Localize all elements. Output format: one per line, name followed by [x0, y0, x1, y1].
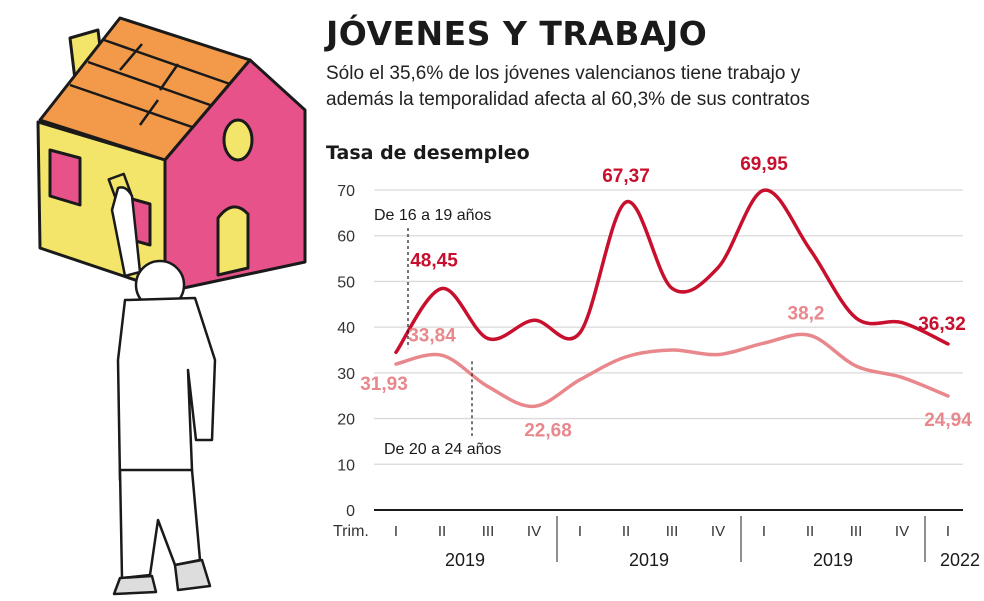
series-name-background [380, 436, 532, 460]
data-label: 22,68 [524, 420, 572, 441]
y-tick-label: 30 [337, 366, 355, 383]
x-tick-label: III [850, 523, 863, 540]
y-tick-label: 60 [337, 229, 355, 246]
data-label: 67,37 [602, 166, 650, 187]
page-title: JÓVENES Y TRABAJO [326, 14, 708, 53]
y-tick-label: 70 [337, 183, 355, 200]
x-tick-label: IV [527, 523, 541, 540]
year-label: 2019 [813, 550, 853, 570]
year-label: 2019 [629, 550, 669, 570]
series-line-20-24 [394, 332, 950, 409]
x-tick-label: III [666, 523, 679, 540]
subtitle-line-1: Sólo el 35,6% de los jóvenes valencianos… [326, 63, 801, 84]
data-label: 24,94 [924, 410, 972, 431]
x-axis-prefix: Trim. [333, 523, 369, 540]
y-tick-label: 10 [337, 457, 355, 474]
x-tick-label: III [482, 523, 495, 540]
x-tick-label: IV [895, 523, 909, 540]
x-tick-label: I [394, 523, 398, 540]
x-tick-label: II [622, 523, 630, 540]
x-tick-label: I [762, 523, 766, 540]
series-name-16-19: De 16 a 19 años [374, 207, 491, 224]
subtitle-line-2: además la temporalidad afecta al 60,3% d… [326, 89, 810, 110]
data-label: 69,95 [740, 154, 788, 175]
y-tick-label: 50 [337, 274, 355, 291]
x-tick-label: I [578, 523, 582, 540]
data-label: 48,45 [410, 251, 458, 272]
y-tick-label: 20 [337, 412, 355, 429]
data-label: 33,84 [408, 325, 456, 346]
house-painter-illustration [36, 16, 307, 596]
chart-heading: Tasa de desempleo [326, 142, 530, 164]
y-tick-label: 0 [346, 503, 355, 520]
data-label: 36,32 [918, 314, 966, 335]
data-label: 31,93 [360, 374, 408, 395]
x-tick-label: I [946, 523, 950, 540]
y-tick-label: 40 [337, 320, 355, 337]
series-name-background [370, 202, 518, 226]
year-label: 2019 [445, 550, 485, 570]
series-line-16-19 [394, 188, 950, 355]
x-tick-label: IV [711, 523, 725, 540]
x-tick-label: II [806, 523, 814, 540]
x-tick-label: II [438, 523, 446, 540]
data-label: 38,2 [788, 303, 825, 324]
series-name-20-24: De 20 a 24 años [384, 441, 501, 458]
year-label: 2022 [940, 550, 980, 570]
